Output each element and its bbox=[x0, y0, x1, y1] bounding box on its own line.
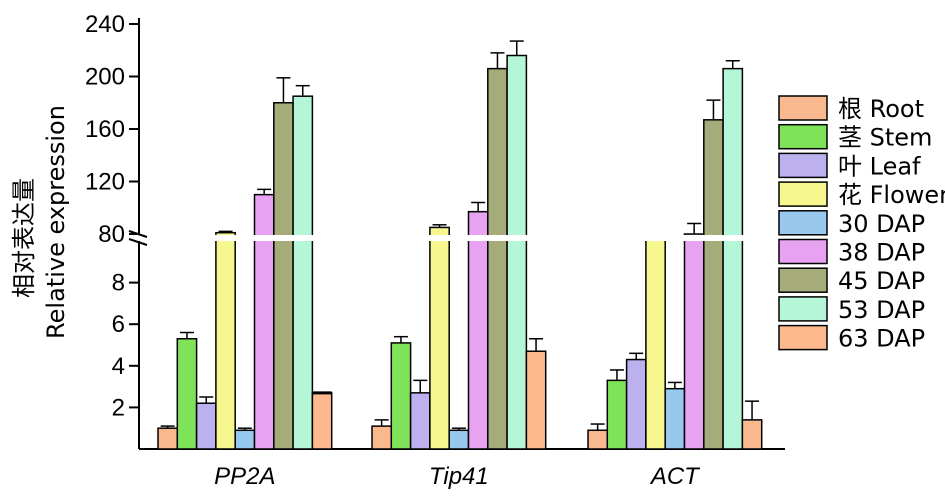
bar bbox=[683, 233, 705, 450]
bar bbox=[703, 119, 724, 450]
legend-swatch bbox=[778, 152, 828, 179]
x-category-label: Tip41 bbox=[429, 463, 489, 490]
bar bbox=[371, 425, 393, 450]
bar bbox=[467, 210, 489, 450]
legend-swatch bbox=[778, 296, 828, 322]
bar bbox=[176, 338, 198, 450]
bar bbox=[664, 387, 686, 450]
legend-swatch bbox=[778, 267, 828, 293]
bar bbox=[487, 67, 508, 450]
bars bbox=[157, 40, 763, 450]
y-tick-label: 240 bbox=[85, 11, 125, 38]
bar bbox=[390, 342, 412, 450]
bar bbox=[525, 350, 547, 450]
x-category-label: PP2A bbox=[214, 463, 275, 490]
bar bbox=[409, 392, 431, 450]
legend-swatch bbox=[778, 123, 828, 150]
y-tick-label: 120 bbox=[85, 169, 125, 196]
legend-swatch bbox=[778, 95, 828, 121]
legend-swatch bbox=[778, 238, 828, 265]
legend-swatch bbox=[778, 181, 828, 207]
bar bbox=[625, 358, 647, 450]
bar bbox=[506, 54, 528, 450]
bar bbox=[311, 392, 333, 450]
legend-label: 根 Root bbox=[838, 95, 924, 123]
axis-break-mark bbox=[128, 238, 148, 246]
y-tick-label: 4 bbox=[112, 353, 125, 380]
legend-label: 63 DAP bbox=[838, 325, 925, 353]
legend-label: 53 DAP bbox=[838, 296, 925, 324]
legend-label: 45 DAP bbox=[838, 267, 925, 295]
y-axis-title: Relative expression bbox=[42, 105, 70, 339]
legend-label: 38 DAP bbox=[838, 239, 925, 267]
bar bbox=[273, 102, 294, 450]
y-tick-label: 2 bbox=[112, 394, 125, 421]
bar bbox=[157, 427, 179, 450]
bar bbox=[195, 402, 217, 450]
bar bbox=[448, 429, 470, 450]
y-tick-label: 200 bbox=[85, 64, 125, 91]
y-tick-label: 8 bbox=[112, 270, 125, 297]
axis-break-band bbox=[125, 235, 785, 241]
bar bbox=[606, 379, 628, 450]
axis-break bbox=[125, 230, 785, 246]
tick-labels: 2 4 6 8 80 120 160 200 240 PP2A Tip41 ACT bbox=[85, 11, 701, 490]
bar bbox=[234, 429, 256, 450]
axis-break-mark bbox=[128, 230, 148, 238]
bar bbox=[587, 429, 609, 450]
bar bbox=[722, 67, 744, 450]
y-tick-label: 6 bbox=[112, 311, 125, 338]
x-category-label: ACT bbox=[649, 463, 701, 490]
bar bbox=[292, 95, 314, 450]
legend-label: 茎 Stem bbox=[838, 124, 932, 152]
legend-label: 叶 Leaf bbox=[838, 152, 921, 180]
bar bbox=[645, 238, 666, 450]
y-tick-label: 80 bbox=[98, 221, 125, 248]
legend-label: 花 Flower bbox=[838, 181, 945, 209]
legend-label: 30 DAP bbox=[838, 210, 925, 238]
bar bbox=[429, 226, 450, 450]
legend-swatch bbox=[778, 210, 828, 236]
bar bbox=[741, 419, 763, 450]
y-axis-title-cn: 相对表达量 bbox=[10, 178, 38, 298]
legend-swatch bbox=[778, 324, 828, 351]
bar bbox=[215, 231, 236, 450]
y-tick-label: 160 bbox=[85, 116, 125, 143]
bar bbox=[253, 193, 275, 450]
